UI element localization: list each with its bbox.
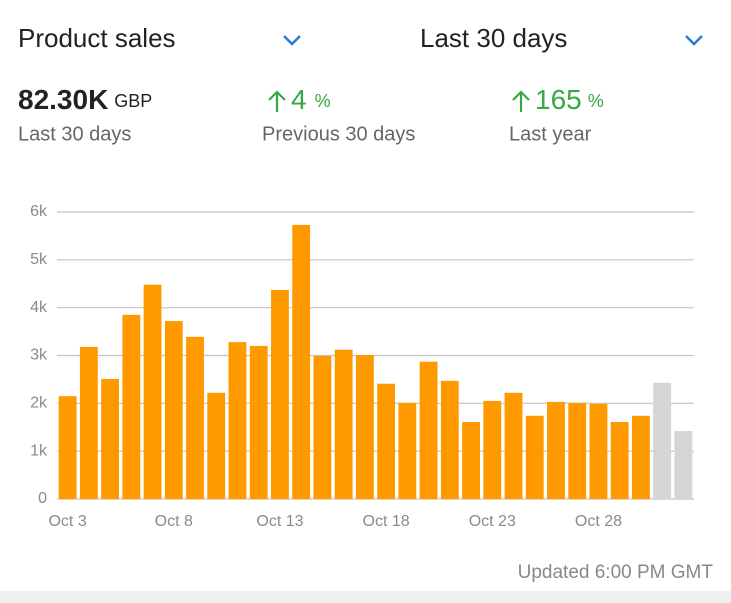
y-tick-label: 0 <box>38 490 47 507</box>
bar <box>101 378 120 499</box>
bar <box>610 421 629 499</box>
metric-label: Last 30 days <box>18 123 131 145</box>
metric-label: Previous 30 days <box>262 123 415 145</box>
bar <box>313 355 332 499</box>
bar <box>143 284 162 499</box>
metric-unit: % <box>588 91 604 111</box>
bar <box>79 346 98 499</box>
y-tick-label: 2k <box>30 395 48 412</box>
bar <box>164 321 183 499</box>
y-tick-label: 5k <box>30 251 48 268</box>
bar <box>440 380 459 499</box>
bar <box>568 402 587 499</box>
metric-value: 165% <box>535 84 604 115</box>
bottom-strip <box>0 591 731 603</box>
up-arrow <box>512 90 530 112</box>
bar <box>589 403 608 499</box>
metric-number: 165 <box>535 84 582 115</box>
bar <box>483 400 502 499</box>
bar <box>525 415 544 499</box>
y-tick-label: 6k <box>30 203 48 220</box>
metric-unit: GBP <box>114 91 152 111</box>
bar <box>398 402 417 499</box>
metric-number: 82.30K <box>18 84 108 115</box>
y-tick-label: 4k <box>30 299 48 316</box>
bar <box>631 415 650 499</box>
bar <box>207 392 226 499</box>
bar-chart: 0 1k 2k 3k 4k 5k 6k Oct 3 Oct 8 Oct 13 Oct 18 Oct 2… <box>30 203 694 530</box>
x-tick-label: Oct 28 <box>575 513 622 530</box>
x-tick-label: Oct 8 <box>155 513 193 530</box>
bar <box>462 421 480 499</box>
y-tick-label: 1k <box>30 442 48 459</box>
x-tick-label: Oct 13 <box>256 513 303 530</box>
metric-number: 4 <box>291 84 307 115</box>
bar <box>504 392 523 499</box>
bar <box>271 289 289 499</box>
bar <box>249 345 268 499</box>
metric-label: Last year <box>509 123 592 145</box>
bar <box>186 336 204 499</box>
bar <box>377 383 396 499</box>
bar <box>419 361 438 499</box>
bar <box>292 224 311 500</box>
dropdown-chevron[interactable] <box>283 35 301 46</box>
bar <box>547 401 565 499</box>
bar <box>228 342 247 499</box>
x-tick-label: Oct 18 <box>363 513 410 530</box>
widget-title[interactable]: Product sales <box>18 23 176 53</box>
bar <box>122 314 141 499</box>
dropdown-chevron[interactable] <box>685 35 703 46</box>
metric-value: 4% <box>291 84 331 115</box>
metric-value: 82.30K GBP <box>18 84 152 115</box>
x-tick-label: Oct 3 <box>48 513 86 530</box>
period-select[interactable]: Last 30 days <box>420 23 567 53</box>
metric-unit: % <box>315 91 331 111</box>
x-tick-label: Oct 23 <box>469 513 516 530</box>
up-arrow <box>268 90 286 112</box>
bar <box>334 349 353 499</box>
y-tick-label: 3k <box>30 347 48 364</box>
updated-note: Updated 6:00 PM GMT <box>518 562 714 583</box>
bar <box>58 396 77 499</box>
bar <box>674 431 693 499</box>
bar <box>653 382 672 499</box>
bar <box>355 355 374 499</box>
